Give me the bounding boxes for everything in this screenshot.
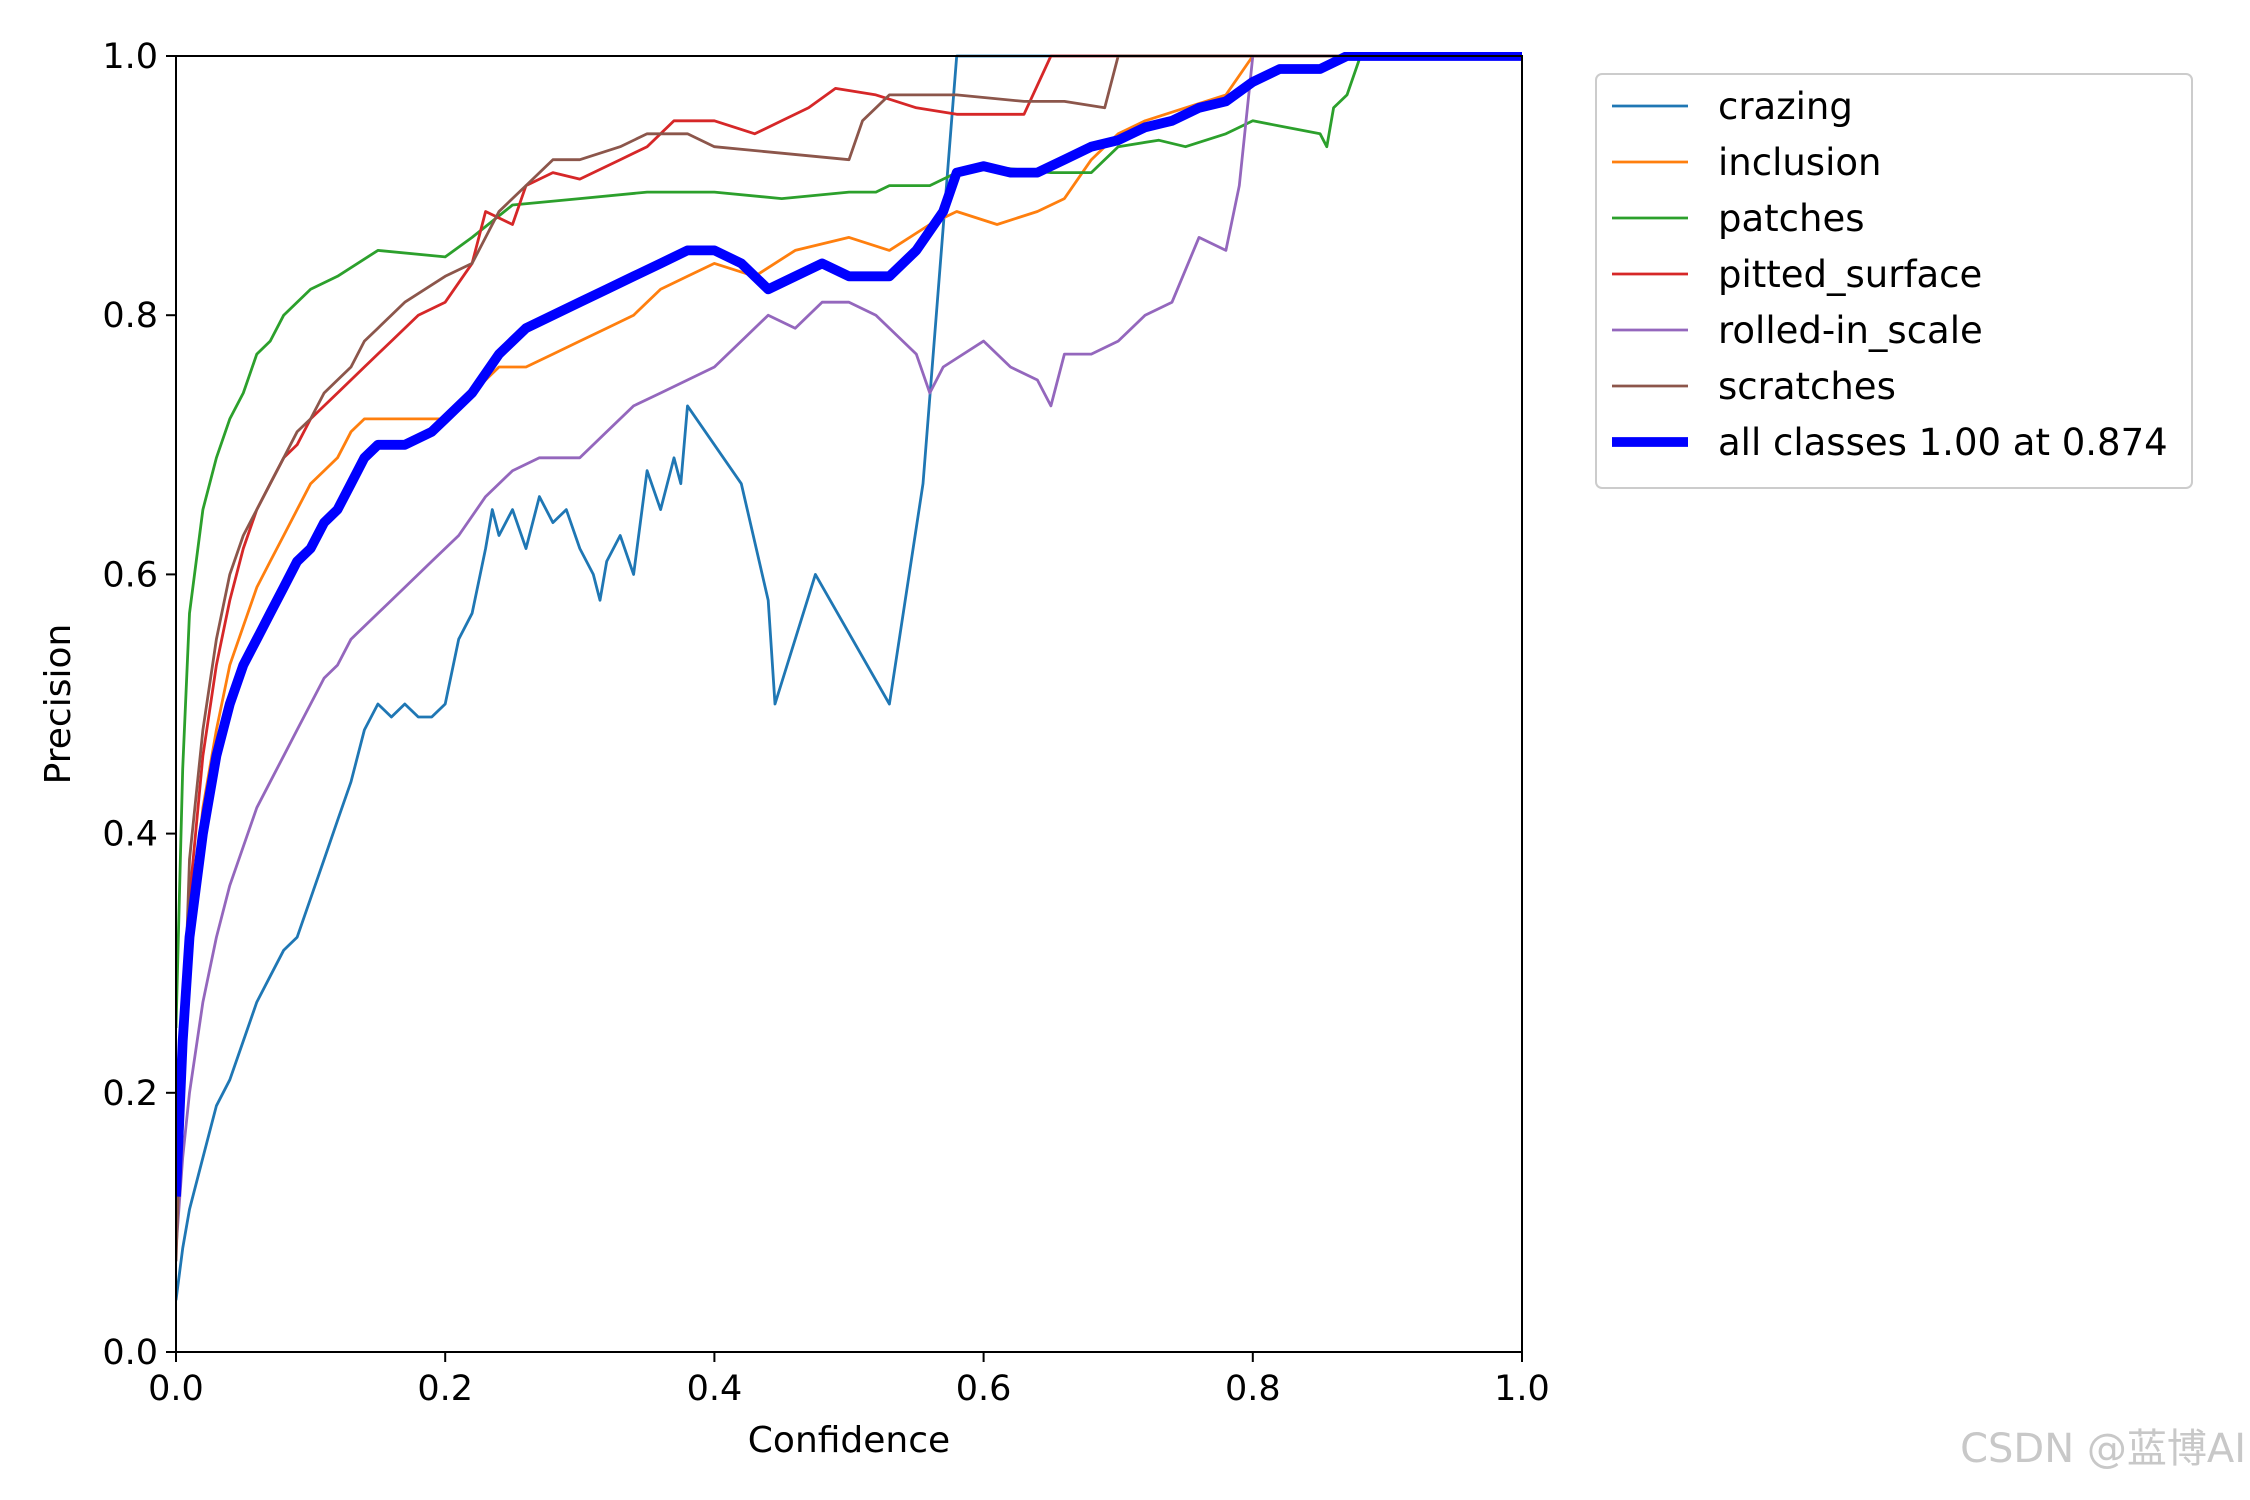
legend-label: rolled-in_scale: [1718, 309, 1983, 352]
series-layer: [176, 52, 1522, 1301]
x-tick-label: 0.8: [1225, 1369, 1281, 1409]
series-line-scratches: [176, 54, 1522, 1262]
y-tick-label: 0.4: [102, 815, 158, 855]
legend-box: [1595, 73, 2193, 489]
y-tick-label: 0.0: [102, 1333, 158, 1373]
x-tick-label: 0.4: [687, 1369, 743, 1409]
legend: crazing inclusion patches pitted_surfacerol…: [1595, 73, 2193, 489]
legend-label: scratches: [1718, 365, 1896, 408]
x-axis-ticks: 0.0 0.2 0.4 0.6 0.8 1.0: [148, 1352, 1550, 1409]
axes-frame: [175, 55, 1523, 1353]
y-tick-label: 1.0: [102, 37, 158, 77]
legend-label: patches: [1718, 197, 1865, 240]
y-tick-label: 0.6: [102, 555, 158, 595]
legend-label: all classes 1.00 at 0.874: [1718, 421, 2168, 464]
y-tick-label: 0.8: [102, 296, 158, 336]
series-line-crazing: [176, 54, 1522, 1301]
x-tick-label: 0.0: [148, 1369, 204, 1409]
x-axis-label: Confidence: [748, 1420, 950, 1461]
series-line-inclusion: [176, 54, 1522, 1093]
series-line-all: [176, 52, 1522, 1197]
x-tick-label: 1.0: [1494, 1369, 1550, 1409]
x-tick-label: 0.2: [417, 1369, 473, 1409]
x-tick-label: 0.6: [956, 1369, 1012, 1409]
legend-label: crazing: [1718, 85, 1853, 128]
legend-label: pitted_surface: [1718, 253, 1982, 296]
y-tick-label: 0.2: [102, 1074, 158, 1114]
watermark: CSDN @蓝博AI: [1960, 1426, 2246, 1472]
legend-label: inclusion: [1718, 141, 1881, 184]
y-axis-ticks: 0.0 0.2 0.4 0.6 0.8 1.0: [102, 37, 176, 1373]
series-line-patches: [176, 54, 1522, 1029]
y-axis-label: Precision: [38, 624, 79, 785]
series-line-rolled-in-scale: [176, 54, 1522, 1249]
